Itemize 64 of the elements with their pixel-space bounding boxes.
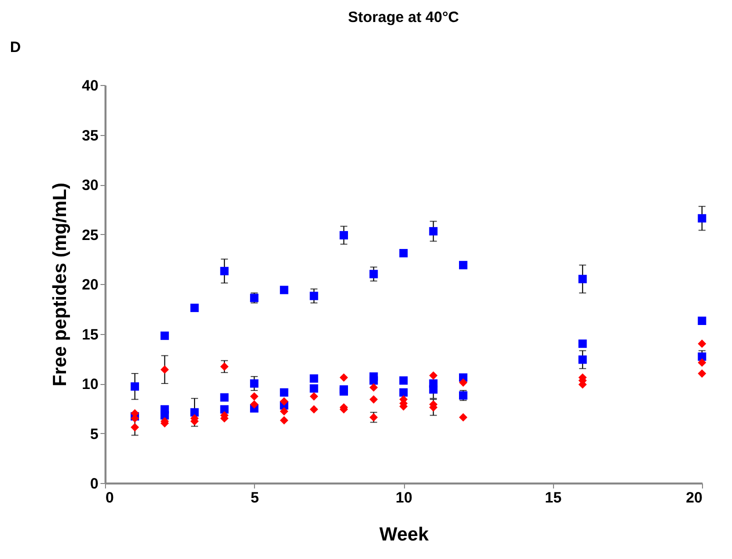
y-tick-label: 30 — [82, 177, 98, 194]
text: D — [10, 39, 21, 56]
point — [340, 373, 348, 382]
point — [130, 382, 140, 391]
point — [399, 376, 408, 385]
point — [280, 286, 288, 294]
y-tick-label: 25 — [82, 226, 98, 244]
point — [459, 260, 468, 270]
point — [369, 270, 378, 278]
point — [369, 376, 378, 385]
y-tick-label: 40 — [82, 78, 98, 94]
point — [310, 405, 318, 414]
point — [578, 355, 587, 364]
point — [310, 384, 318, 393]
x-tick-label: 20 — [686, 490, 702, 506]
point — [280, 388, 288, 397]
y-tick-label: 5 — [90, 426, 98, 443]
point — [578, 274, 587, 284]
point — [220, 405, 229, 414]
point — [220, 393, 229, 402]
y-tick-label: 10 — [82, 376, 98, 393]
x-tick-label: 15 — [544, 490, 562, 506]
point — [310, 392, 318, 401]
point — [459, 378, 468, 387]
point — [698, 369, 706, 378]
point — [250, 400, 258, 409]
point — [578, 340, 587, 348]
y-tick-label: 15 — [82, 326, 98, 344]
point — [250, 392, 258, 401]
x-axis-title: Week — [379, 524, 430, 546]
point — [429, 385, 438, 394]
point — [190, 304, 199, 312]
point — [220, 266, 229, 276]
point — [310, 374, 318, 383]
point — [190, 408, 199, 417]
point — [160, 411, 169, 420]
point — [698, 316, 706, 325]
point — [250, 379, 258, 388]
chart-title: Storage at 40°C — [348, 9, 460, 26]
point — [160, 332, 169, 340]
point — [429, 371, 438, 380]
x-tick-label: 10 — [396, 490, 412, 506]
point — [459, 413, 468, 422]
point — [340, 231, 348, 240]
x-tick-label: 0 — [106, 490, 114, 506]
point — [399, 248, 408, 258]
point — [369, 383, 378, 392]
point — [310, 292, 318, 300]
point — [698, 214, 706, 223]
point — [280, 416, 288, 424]
point — [130, 423, 140, 432]
point — [698, 340, 706, 348]
point — [369, 395, 378, 404]
y-tick-label: 20 — [82, 276, 98, 294]
y-tick-label: 35 — [82, 127, 98, 144]
point — [429, 227, 438, 236]
x-tick-label: 5 — [250, 490, 259, 506]
point — [698, 358, 706, 367]
point — [280, 397, 288, 406]
y-axis-title: Free peptides (mg/mL) — [50, 182, 71, 386]
point — [280, 407, 288, 416]
point — [220, 362, 229, 371]
y-tick-label: 0 — [90, 476, 98, 492]
point — [160, 365, 169, 374]
